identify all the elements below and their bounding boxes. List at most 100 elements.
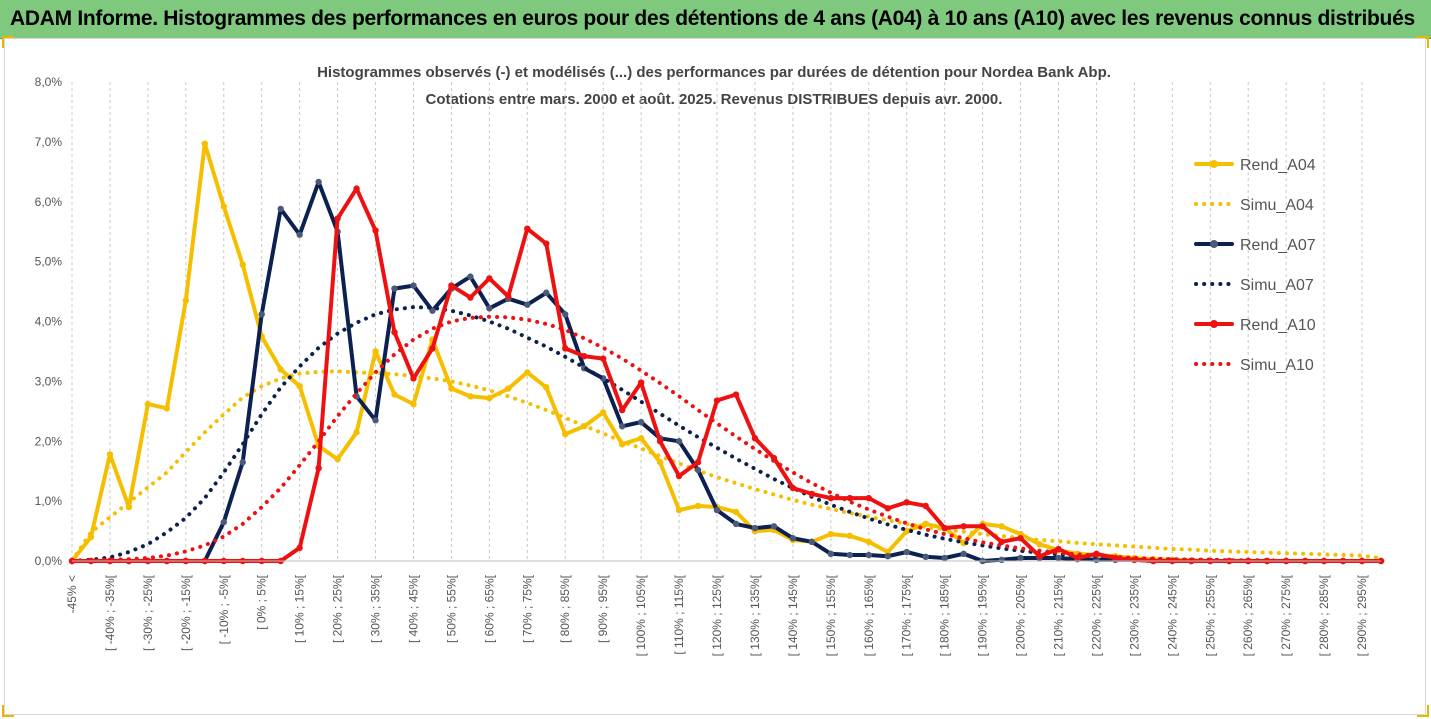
data-point — [789, 484, 797, 492]
y-tick-label: 3,0% — [35, 374, 63, 388]
data-point — [562, 345, 569, 352]
legend-marker — [1210, 160, 1218, 168]
data-point — [751, 435, 759, 442]
data-point — [524, 369, 531, 376]
x-tick-label: [ 110% ; 115%[ — [672, 574, 686, 654]
data-point — [713, 506, 721, 514]
data-point — [751, 524, 759, 532]
data-point — [922, 502, 929, 510]
data-point — [998, 523, 1005, 530]
x-tick-label: [ 130% ; 135%[ — [748, 574, 762, 656]
data-point — [599, 409, 607, 416]
data-point — [941, 554, 948, 562]
data-point — [391, 285, 398, 292]
corner-mark — [2, 36, 14, 48]
y-tick-label: 4,0% — [35, 315, 63, 329]
x-tick-label: [ 270% ; 275%[ — [1279, 574, 1293, 656]
data-point — [656, 459, 664, 466]
data-point — [694, 502, 702, 510]
data-point — [524, 225, 531, 232]
x-tick-label: [ 190% ; 195%[ — [976, 574, 990, 656]
data-point — [846, 551, 854, 559]
data-point — [637, 379, 645, 386]
data-point — [865, 494, 872, 502]
data-point — [808, 490, 816, 498]
x-tick-label: -45% < — [65, 575, 79, 613]
data-point — [637, 418, 645, 426]
data-point — [277, 205, 284, 213]
x-tick-label: [ 170% ; 175%[ — [900, 574, 914, 656]
data-point — [618, 441, 626, 448]
data-point — [656, 438, 664, 445]
data-point — [429, 345, 436, 352]
y-tick-label: 2,0% — [35, 434, 63, 448]
data-point — [789, 535, 797, 542]
data-point — [467, 294, 474, 301]
y-tick-label: 0,0% — [35, 554, 63, 568]
x-tick-label: [ 120% ; 125%[ — [710, 574, 724, 656]
data-point — [998, 556, 1005, 564]
x-tick-label: [ 40% ; 45%[ — [406, 574, 420, 643]
x-tick-label: [ 220% ; 225%[ — [1089, 574, 1103, 656]
data-point — [941, 524, 948, 532]
x-tick-label: [ 150% ; 155%[ — [824, 574, 838, 656]
data-point — [675, 472, 683, 480]
corner-mark — [2, 705, 14, 717]
data-point — [808, 538, 816, 546]
data-point — [220, 203, 227, 210]
data-point — [1055, 545, 1062, 553]
data-point — [239, 459, 246, 466]
data-point — [353, 185, 360, 192]
data-point — [1036, 541, 1043, 548]
data-point — [884, 553, 891, 560]
data-point — [201, 140, 208, 147]
data-point — [979, 523, 986, 530]
x-tick-label: [ 80% ; 85%[ — [558, 574, 572, 643]
data-point — [1036, 553, 1043, 560]
data-point — [296, 231, 303, 238]
data-point — [315, 464, 322, 472]
data-point — [827, 494, 835, 502]
x-tick-label: [ 0% ; 5%[ — [255, 574, 269, 629]
data-point — [182, 297, 190, 304]
x-tick-label: [ 290% ; 295%[ — [1355, 574, 1369, 656]
data-point — [637, 435, 645, 442]
data-point — [334, 456, 341, 463]
data-point — [599, 355, 607, 362]
data-point — [220, 518, 227, 526]
grid — [71, 82, 1363, 561]
legend-marker — [1210, 240, 1218, 248]
report-header: ADAM Informe. Histogrammes des performan… — [0, 0, 1431, 39]
data-point — [543, 384, 550, 391]
data-point — [486, 275, 493, 282]
data-point — [353, 429, 360, 436]
data-point — [429, 307, 436, 314]
y-tick-label: 6,0% — [35, 195, 63, 209]
data-point — [448, 385, 455, 392]
x-tick-label: [ 140% ; 145%[ — [786, 574, 800, 656]
legend-label-rend_a04: Rend_A04 — [1240, 157, 1316, 174]
report-title: ADAM Informe. Histogrammes des performan… — [10, 7, 1415, 30]
x-tick-label: [ -20% ; -15%[ — [179, 574, 193, 651]
y-tick-label: 8,0% — [35, 75, 63, 89]
x-tick-label: [ 70% ; 75%[ — [520, 574, 534, 643]
legend-label-rend_a10: Rend_A10 — [1240, 317, 1316, 334]
data-point — [846, 494, 854, 502]
x-tick-label: [ 60% ; 65%[ — [482, 574, 496, 643]
data-point — [884, 505, 891, 512]
data-point — [1017, 554, 1024, 562]
data-point — [903, 548, 910, 556]
data-point — [1017, 535, 1024, 542]
data-point — [827, 550, 835, 558]
x-tick-label: [ -40% ; -35%[ — [103, 574, 117, 651]
data-point — [618, 423, 626, 430]
x-tick-label: [ -30% ; -25%[ — [141, 574, 155, 651]
x-tick-label: [ 30% ; 35%[ — [369, 574, 383, 643]
data-point — [144, 400, 152, 408]
data-point — [315, 178, 322, 186]
legend-label-simu_a04: Simu_A04 — [1240, 197, 1314, 214]
x-tick-label: [ 250% ; 255%[ — [1203, 574, 1217, 656]
legend-marker — [1210, 320, 1218, 328]
data-point — [125, 503, 133, 511]
